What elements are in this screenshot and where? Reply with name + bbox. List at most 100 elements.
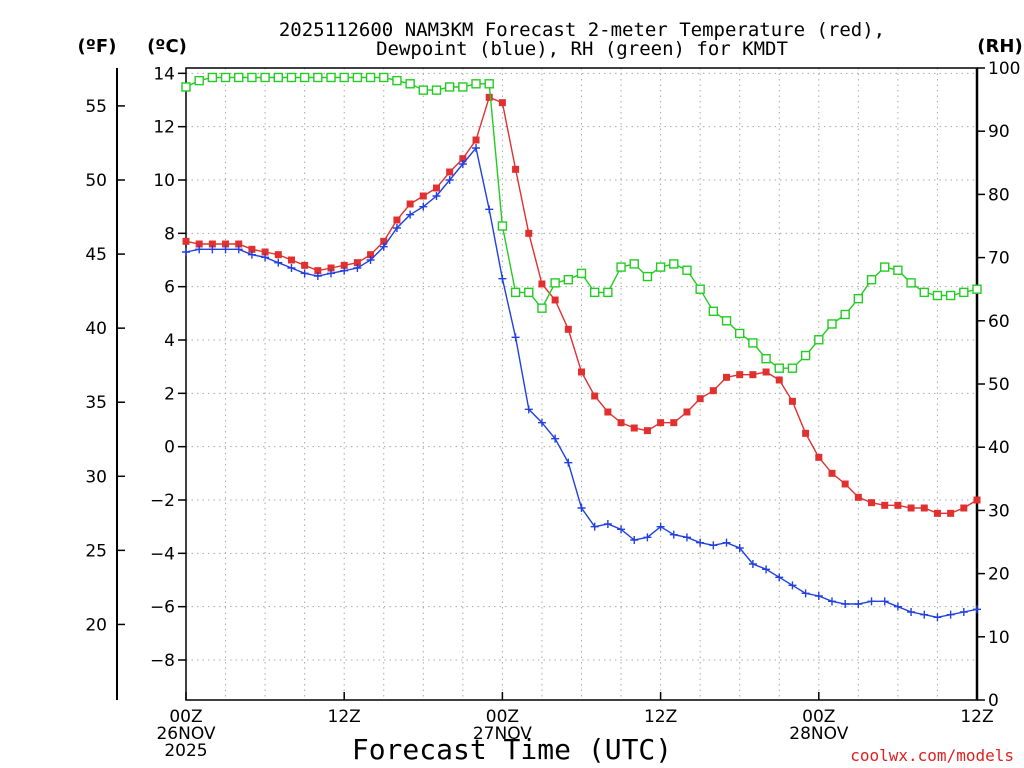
- temperature-point: [538, 280, 546, 288]
- rh-point: [893, 265, 903, 275]
- dewpoint-point: [472, 144, 481, 152]
- temperature-point: [736, 371, 744, 379]
- time-tick-label: 00Z: [169, 707, 202, 727]
- temperature-point: [564, 325, 572, 333]
- rh-point: [194, 75, 204, 86]
- temperature-point: [828, 469, 836, 477]
- celsius-tick-label: 12: [153, 118, 175, 138]
- rh-point: [326, 72, 336, 83]
- rh-point: [181, 82, 191, 92]
- rh-point: [537, 303, 547, 313]
- rh-point: [629, 259, 639, 269]
- rh-tick-label: 30: [988, 501, 1010, 521]
- fahrenheit-tick-label: 35: [85, 393, 107, 413]
- rh-point: [682, 265, 692, 275]
- dewpoint-point: [353, 264, 362, 272]
- rh-point: [880, 262, 890, 272]
- rh-point: [932, 290, 943, 301]
- rh-point: [695, 284, 705, 294]
- dewpoint-point: [762, 565, 771, 574]
- rh-point: [234, 72, 244, 83]
- dewpoint-point: [827, 597, 836, 606]
- dewpoint-point: [722, 538, 731, 547]
- temperature-point: [841, 480, 849, 488]
- dewpoint-point: [313, 272, 322, 280]
- temperature-series: [182, 93, 981, 517]
- temperature-point: [907, 504, 915, 512]
- rh-point: [669, 259, 679, 269]
- dewpoint-point: [973, 605, 981, 614]
- time-tick-label: 2025: [164, 741, 207, 761]
- rh-point: [853, 293, 864, 304]
- credit-text: coolwx.com/models: [850, 746, 1014, 765]
- rh-point: [299, 72, 310, 83]
- dewpoint-point: [564, 458, 573, 467]
- dewpoint-point: [854, 600, 863, 608]
- temperature-point: [208, 240, 216, 248]
- rh-point: [313, 72, 323, 83]
- celsius-tick-label: 14: [153, 64, 175, 84]
- rh-tick-label: 50: [988, 375, 1010, 395]
- rh-point: [207, 72, 218, 83]
- dewpoint-point: [419, 202, 428, 211]
- dewpoint-point: [234, 245, 243, 254]
- rh-series: [181, 72, 982, 373]
- rh-point: [273, 72, 283, 83]
- dewpoint-point: [841, 600, 850, 608]
- rh-point: [959, 287, 969, 298]
- rh-point: [418, 85, 428, 95]
- fahrenheit-tick-label: 40: [85, 319, 107, 339]
- temperature-point: [472, 136, 480, 144]
- rh-point: [392, 75, 402, 86]
- dewpoint-point: [669, 530, 678, 539]
- gridlines: [186, 68, 977, 700]
- celsius-tick-label: −8: [150, 651, 175, 671]
- temperature-point: [314, 267, 322, 275]
- dewpoint-point: [340, 266, 349, 275]
- rh-point: [563, 275, 574, 285]
- rh-point: [352, 72, 363, 83]
- dewpoint-point: [327, 269, 336, 278]
- dewpoint-point: [656, 522, 665, 531]
- rh-tick-label: 0: [988, 691, 999, 711]
- temperature-point: [630, 424, 638, 432]
- rh-point: [524, 287, 534, 298]
- rh-point: [365, 72, 376, 83]
- dewpoint-point: [498, 274, 507, 283]
- temperature-point: [591, 392, 599, 400]
- rh-point: [721, 316, 732, 326]
- x-axis-title: Forecast Time (UTC): [352, 733, 672, 766]
- dewpoint-point: [801, 589, 810, 598]
- rh-point: [260, 72, 270, 83]
- series-layer: [181, 72, 982, 622]
- rh-point: [339, 72, 349, 83]
- rh-tick-label: 100: [988, 59, 1020, 79]
- fahrenheit-axis: 55 50 45 40 35 30 25 20: [85, 97, 125, 635]
- temperature-point: [498, 99, 506, 107]
- temperature-point: [617, 419, 625, 427]
- temperature-point: [933, 509, 941, 517]
- dewpoint-point: [630, 536, 639, 544]
- rh-point: [444, 82, 455, 92]
- time-tick-label: 12Z: [328, 707, 361, 727]
- temperature-point: [222, 240, 230, 248]
- rh-point: [497, 221, 508, 231]
- temperature-point: [762, 368, 770, 376]
- temperature-point: [578, 368, 585, 376]
- dewpoint-point: [775, 573, 784, 582]
- dewpoint-point: [590, 522, 599, 531]
- dewpoint-point: [406, 210, 415, 219]
- rh-point: [642, 271, 653, 282]
- rh-point: [405, 79, 415, 89]
- temperature-point: [367, 251, 375, 259]
- temperature-point: [182, 237, 190, 245]
- time-tick-label: 26NOV: [156, 724, 215, 744]
- rh-tick-label: 80: [988, 185, 1010, 205]
- rh-point: [708, 306, 719, 317]
- rh-point: [589, 287, 600, 298]
- dewpoint-point: [617, 525, 626, 534]
- temperature-point: [327, 264, 335, 272]
- dewpoint-point: [511, 333, 520, 342]
